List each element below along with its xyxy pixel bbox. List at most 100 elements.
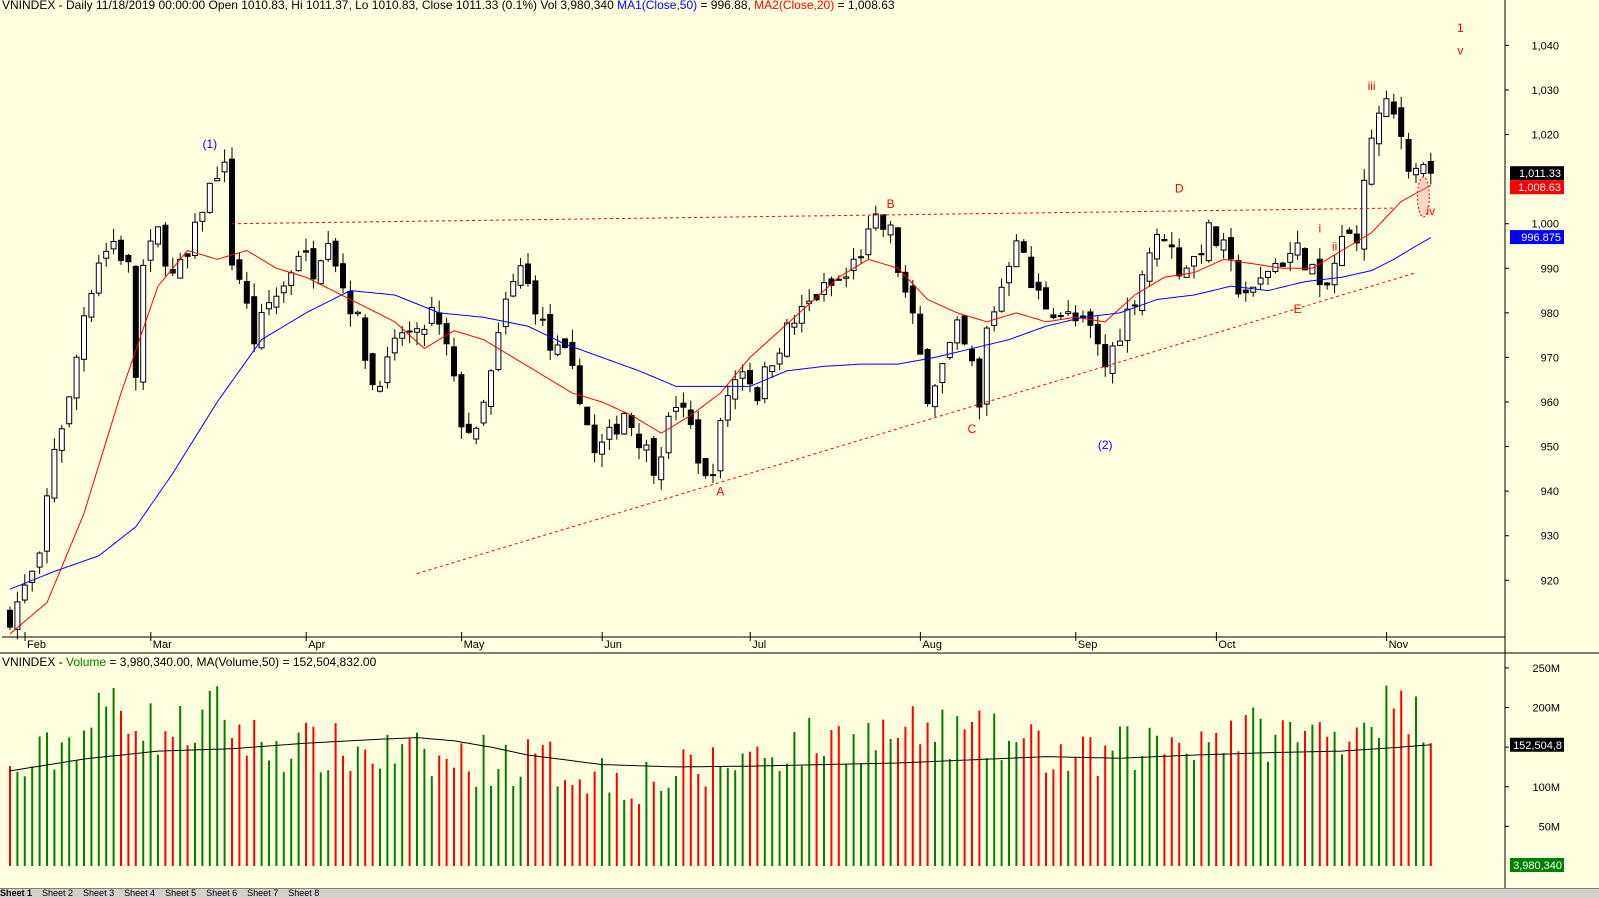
candle-body [473, 427, 480, 440]
candle-body [865, 228, 872, 256]
sheet-tab[interactable]: Sheet 7 [247, 888, 279, 898]
candle-body [1309, 263, 1316, 275]
month-label: May [464, 639, 485, 651]
ma1-label: MA1(Close,50) [617, 0, 698, 12]
candle-body [391, 337, 398, 354]
month-label: Feb [27, 639, 46, 651]
candle-body [1191, 256, 1197, 267]
candle-body [665, 415, 672, 454]
candle-body [192, 221, 198, 256]
candle-body [658, 456, 665, 481]
candle-body [258, 311, 265, 349]
sheet-tab[interactable]: Sheet 5 [165, 888, 197, 898]
candle-body [983, 327, 990, 405]
month-label: Aug [922, 639, 942, 651]
candle-body [451, 346, 457, 377]
candle-body [273, 295, 280, 308]
sheet-tab[interactable]: Sheet 8 [288, 888, 320, 898]
price-axis-tick-label: 1,000 [1531, 219, 1559, 231]
month-label: Oct [1218, 639, 1235, 651]
sheet-tab[interactable]: Sheet 3 [83, 888, 115, 898]
candle-body [569, 341, 576, 366]
ma1-value: = 996.88, [697, 0, 755, 12]
candle-body [488, 370, 494, 408]
wave-label: (2) [1098, 438, 1113, 452]
last-close-badge: 1,011.33 [1519, 168, 1561, 180]
price-header-text: - Daily 11/18/2019 00:00:00 Open 1010.83… [55, 0, 618, 12]
candle-body [1302, 248, 1308, 271]
sheet-tab[interactable]: Sheet 2 [42, 888, 74, 898]
candle-body [1420, 164, 1427, 175]
candle-body [1109, 345, 1116, 374]
candle-body [1087, 311, 1094, 326]
wave-label: D [1175, 182, 1184, 196]
candle-body [1228, 237, 1234, 260]
candle-body [1183, 267, 1190, 278]
candle-body [1324, 282, 1331, 286]
candle-body [362, 317, 369, 361]
candle-body [1427, 160, 1434, 174]
candle-body [1279, 262, 1286, 267]
candle-body [1353, 233, 1360, 244]
price-axis-tick-label: 980 [1541, 308, 1559, 320]
sheet-tab[interactable]: Sheet 6 [206, 888, 238, 898]
candle-body [747, 369, 753, 385]
volume-ma-badge: 152,504,8 [1513, 740, 1562, 752]
candle-body [81, 315, 87, 360]
candle-body [643, 444, 650, 451]
candle-body [769, 365, 776, 373]
candle-body [1057, 314, 1064, 317]
volume-axis-tick-label: 50M [1539, 821, 1560, 833]
candle-body [288, 272, 295, 286]
candle-body [421, 328, 428, 335]
price-axis-tick-label: 1,020 [1531, 130, 1559, 142]
price-axis-tick-label: 1,030 [1531, 85, 1559, 97]
candle-body [480, 401, 487, 424]
candle-body [880, 214, 887, 230]
candle-body [206, 182, 213, 213]
candle-body [650, 437, 657, 476]
candle-body [1294, 242, 1301, 256]
candle-body [917, 313, 924, 355]
candle-body [939, 363, 946, 384]
candle-body [1361, 179, 1368, 250]
candle-body [1050, 314, 1057, 319]
candle-body [1043, 287, 1049, 310]
candle-body [73, 356, 80, 399]
candle-body [58, 428, 65, 451]
candle-body [1176, 247, 1183, 277]
candle-body [673, 406, 679, 412]
candle-body [702, 458, 709, 477]
candle-body [969, 348, 975, 362]
sheet-tab-bar: Sheet 1 Sheet 2 Sheet 3 Sheet 4 Sheet 5 Sheet… [0, 888, 1599, 898]
candle-body [377, 385, 383, 392]
price-axis-tick-label: 940 [1541, 486, 1559, 498]
ma20-badge-bg [1510, 180, 1564, 195]
candle-body [961, 315, 968, 345]
sheet-tab[interactable]: Sheet 4 [124, 888, 156, 898]
candle-body [251, 296, 258, 345]
candle-body [1161, 239, 1168, 242]
candle-body [902, 271, 909, 293]
sheet-tab[interactable]: Sheet 1 [0, 888, 33, 898]
candle-body [887, 224, 894, 236]
candle-body [761, 366, 768, 400]
candle-body [29, 570, 36, 583]
candle-body [776, 352, 783, 365]
wave-label: E [1294, 302, 1302, 316]
candle-body [525, 263, 531, 284]
candle-body [1316, 258, 1323, 286]
month-label: Mar [153, 639, 172, 651]
candle-body [51, 448, 58, 499]
candle-body [436, 312, 443, 325]
candle-body [791, 322, 798, 328]
price-axis-tick-label: 930 [1541, 531, 1559, 543]
candle-body [266, 302, 272, 310]
candle-body [1376, 112, 1382, 145]
candle-body [88, 293, 95, 318]
volume-header-label: Volume [66, 655, 107, 669]
candle-body [946, 342, 953, 359]
candle-body [1035, 281, 1042, 291]
candle-body [1020, 241, 1027, 253]
